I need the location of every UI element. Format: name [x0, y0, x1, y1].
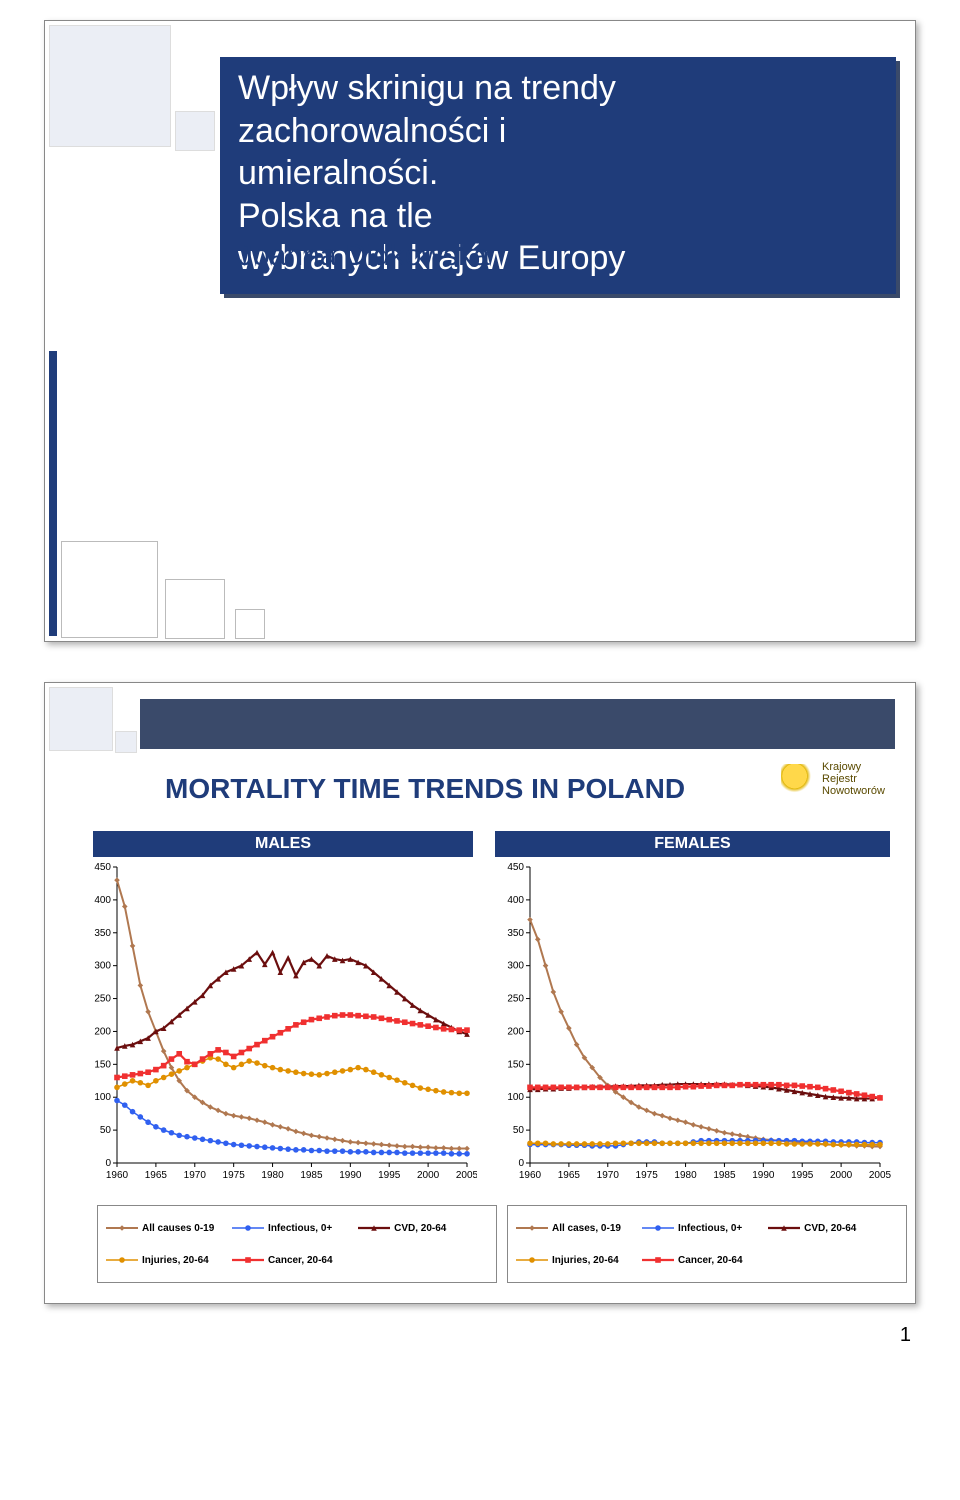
- svg-text:1970: 1970: [597, 1170, 620, 1181]
- svg-text:1995: 1995: [378, 1170, 401, 1181]
- legend-item: All cases, 0-19: [516, 1222, 642, 1234]
- svg-text:450: 450: [94, 862, 111, 873]
- decor-left-bar: [49, 351, 57, 636]
- svg-text:2000: 2000: [417, 1170, 440, 1181]
- title-bar-strip: [140, 699, 895, 749]
- svg-text:1980: 1980: [261, 1170, 284, 1181]
- svg-text:50: 50: [100, 1125, 112, 1136]
- svg-text:100: 100: [507, 1092, 524, 1103]
- svg-text:300: 300: [94, 961, 111, 972]
- legend-item: Injuries, 20-64: [516, 1254, 642, 1266]
- svg-text:1980: 1980: [674, 1170, 697, 1181]
- legend-label: Cancer, 20-64: [268, 1255, 333, 1266]
- chart-males: 0 50 100 150 200 250 300 350 400 450 1960 1965 1970 1…: [77, 861, 477, 1191]
- legend-label: Infectious, 0+: [268, 1223, 332, 1234]
- legend-item: All causes 0-19: [106, 1222, 232, 1234]
- decor-bottom-box-1: [61, 541, 158, 638]
- legend-item: Cancer, 20-64: [642, 1254, 768, 1266]
- legend-males: All causes 0-19 Infectious, 0+ CVD, 20-64 I…: [97, 1205, 497, 1283]
- svg-text:300: 300: [507, 961, 524, 972]
- svg-text:350: 350: [94, 928, 111, 939]
- svg-text:1995: 1995: [791, 1170, 814, 1181]
- decor-bottom-box-3: [235, 609, 265, 639]
- svg-text:350: 350: [507, 928, 524, 939]
- legend-label: All causes 0-19: [142, 1223, 214, 1234]
- svg-text:150: 150: [94, 1059, 111, 1070]
- legend-item: Infectious, 0+: [232, 1222, 358, 1234]
- panel-header-males: MALES: [93, 831, 473, 857]
- svg-text:250: 250: [94, 994, 111, 1005]
- slide2-title: MORTALITY TIME TRENDS IN POLAND: [165, 773, 685, 805]
- page-number: 1: [41, 1324, 919, 1347]
- legend-item: CVD, 20-64: [768, 1222, 894, 1234]
- legend-label: Injuries, 20-64: [552, 1255, 619, 1266]
- svg-text:1990: 1990: [339, 1170, 362, 1181]
- svg-text:1965: 1965: [145, 1170, 168, 1181]
- legend-item: CVD, 20-64: [358, 1222, 484, 1234]
- decor-box-large: [49, 25, 171, 147]
- svg-text:450: 450: [507, 862, 524, 873]
- legend-item: Infectious, 0+: [642, 1222, 768, 1234]
- decor-bottom-box-2: [165, 579, 225, 639]
- decor-corner-big: [49, 687, 113, 751]
- svg-text:1965: 1965: [558, 1170, 581, 1181]
- logo-krn: Krajowy Rejestr Nowotworów: [781, 761, 885, 797]
- svg-text:150: 150: [507, 1059, 524, 1070]
- decor-corner-small: [115, 731, 137, 753]
- title-line-4: Polska na tle: [238, 195, 878, 238]
- legend-label: Infectious, 0+: [678, 1223, 742, 1234]
- svg-text:1975: 1975: [223, 1170, 246, 1181]
- svg-text:0: 0: [518, 1158, 524, 1169]
- svg-text:200: 200: [507, 1026, 524, 1037]
- svg-text:1960: 1960: [106, 1170, 129, 1181]
- svg-text:1975: 1975: [636, 1170, 659, 1181]
- svg-text:1990: 1990: [752, 1170, 775, 1181]
- logo-line-1: Krajowy: [822, 761, 885, 773]
- slide-1: Wpływ skrinigu na trendy zachorowalności…: [44, 20, 916, 642]
- svg-text:1985: 1985: [300, 1170, 323, 1181]
- legend-label: All cases, 0-19: [552, 1223, 621, 1234]
- legend-label: Cancer, 20-64: [678, 1255, 743, 1266]
- panel-header-females: FEMALES: [495, 831, 890, 857]
- chart-females: 0 50 100 150 200 250 300 350 400 450 1960 1965 1970 1…: [485, 861, 895, 1191]
- svg-text:1970: 1970: [184, 1170, 207, 1181]
- decor-box-small: [175, 111, 215, 151]
- svg-text:200: 200: [94, 1026, 111, 1037]
- logo-line-2: Rejestr: [822, 773, 885, 785]
- legend-label: CVD, 20-64: [394, 1223, 446, 1234]
- svg-text:2005: 2005: [456, 1170, 477, 1181]
- svg-text:250: 250: [507, 994, 524, 1005]
- title-line-3: umieralności.: [238, 152, 878, 195]
- slide-2: MORTALITY TIME TRENDS IN POLAND Krajowy …: [44, 682, 916, 1304]
- legend-label: Injuries, 20-64: [142, 1255, 209, 1266]
- logo-line-3: Nowotworów: [822, 785, 885, 797]
- legend-item: Cancer, 20-64: [232, 1254, 358, 1266]
- svg-text:2005: 2005: [869, 1170, 892, 1181]
- title-line-1: Wpływ skrinigu na trendy: [238, 67, 878, 110]
- legend-item: Injuries, 20-64: [106, 1254, 232, 1266]
- logo-icon: [781, 764, 815, 794]
- svg-text:2000: 2000: [830, 1170, 853, 1181]
- svg-text:1985: 1985: [713, 1170, 736, 1181]
- svg-text:0: 0: [105, 1158, 111, 1169]
- svg-text:400: 400: [507, 895, 524, 906]
- svg-text:1960: 1960: [519, 1170, 542, 1181]
- legend-label: CVD, 20-64: [804, 1223, 856, 1234]
- svg-text:400: 400: [94, 895, 111, 906]
- title-line-2: zachorowalności i: [238, 110, 878, 153]
- svg-text:50: 50: [513, 1125, 525, 1136]
- legend-females: All cases, 0-19 Infectious, 0+ CVD, 20-64 I…: [507, 1205, 907, 1283]
- svg-text:100: 100: [94, 1092, 111, 1103]
- author-name: Joanna Didkowska: [238, 239, 490, 273]
